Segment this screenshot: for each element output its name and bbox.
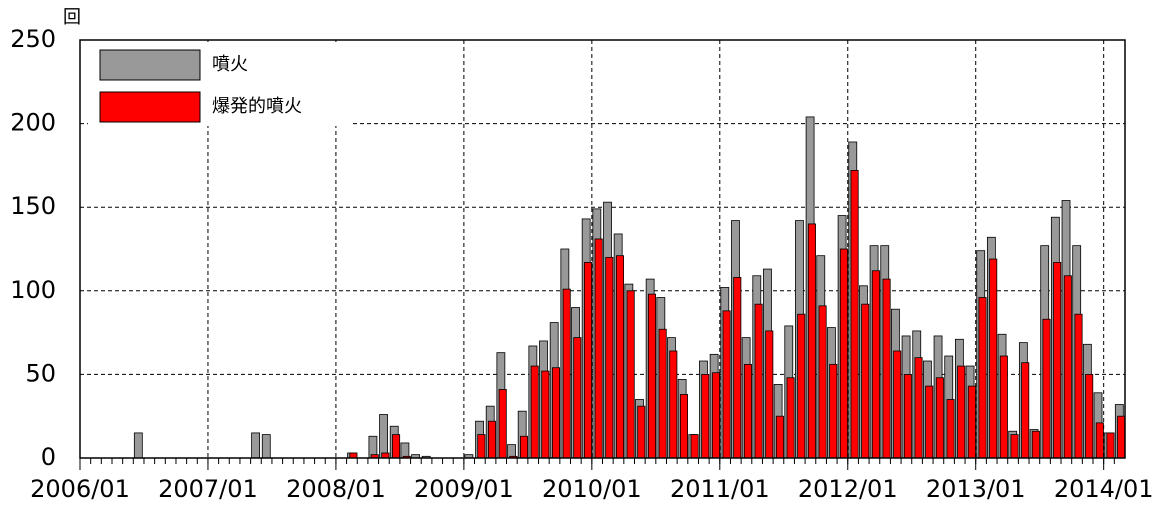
- x-tick-label: 2014/01: [1054, 475, 1154, 503]
- bar: [999, 355, 1008, 459]
- y-tick-label: 250: [10, 25, 56, 53]
- bar: [850, 170, 859, 459]
- bar: [786, 377, 795, 459]
- x-tick-label: 2009/01: [414, 475, 514, 503]
- x-tick-label: 2006/01: [30, 475, 130, 503]
- bar: [914, 357, 923, 459]
- bar: [562, 288, 571, 459]
- bar: [893, 350, 902, 459]
- bar: [1031, 430, 1040, 459]
- x-tick-label: 2012/01: [798, 475, 898, 503]
- bar: [400, 442, 410, 459]
- bar: [935, 377, 944, 459]
- plot-frame: [79, 39, 1126, 459]
- legend-label: 噴火: [212, 54, 248, 75]
- bar: [743, 363, 752, 459]
- bar: [1063, 275, 1072, 459]
- bar: [477, 434, 486, 459]
- bar: [488, 420, 497, 459]
- legend-swatch: [99, 91, 201, 123]
- bar: [1042, 318, 1051, 459]
- y-axis-label: 回: [63, 7, 81, 28]
- bar: [573, 337, 582, 459]
- bar: [647, 293, 657, 459]
- x-tick-label: 2007/01: [158, 475, 258, 503]
- bar: [379, 414, 388, 459]
- y-tick-label: 150: [10, 192, 56, 220]
- bar: [349, 452, 358, 459]
- bar: [541, 370, 550, 459]
- bar: [754, 303, 763, 459]
- bar: [615, 255, 625, 459]
- bar: [871, 270, 880, 459]
- bar: [903, 373, 912, 459]
- legend-label: 爆発的噴火: [212, 96, 302, 117]
- bar: [530, 365, 539, 459]
- bar: [605, 256, 614, 459]
- bar: [594, 238, 603, 459]
- bar: [1021, 362, 1030, 459]
- y-tick-label: 50: [25, 359, 56, 387]
- bar: [583, 261, 593, 459]
- y-tick-label: 100: [10, 276, 56, 304]
- legend-swatch: [99, 49, 201, 81]
- bar: [519, 435, 529, 459]
- bar: [626, 290, 635, 459]
- bar: [381, 452, 390, 459]
- bar: [925, 385, 934, 459]
- x-tick-label: 2008/01: [286, 475, 386, 503]
- bar: [679, 394, 688, 459]
- bar: [722, 310, 731, 459]
- bar: [392, 434, 401, 459]
- bar: [711, 372, 720, 459]
- bar: [733, 277, 742, 459]
- bar: [1074, 313, 1083, 459]
- bar: [861, 303, 870, 459]
- bar: [989, 258, 998, 459]
- bar: [1106, 432, 1115, 459]
- bar: [978, 297, 987, 459]
- bar: [133, 432, 143, 459]
- x-tick-label: 2011/01: [670, 475, 770, 503]
- bar: [658, 328, 667, 459]
- y-tick-label: 200: [10, 109, 56, 137]
- bar: [818, 305, 827, 459]
- bar: [1010, 434, 1019, 459]
- bar: [261, 434, 271, 459]
- bar: [967, 385, 976, 459]
- bar: [807, 223, 816, 459]
- bar: [1095, 422, 1104, 459]
- bar: [839, 248, 848, 459]
- bar: [882, 278, 891, 459]
- x-tick-label: 2010/01: [542, 475, 642, 503]
- bar: [829, 363, 838, 459]
- bar: [946, 399, 955, 459]
- bar: [551, 367, 561, 459]
- x-tick-label: 2013/01: [926, 475, 1026, 503]
- bar: [957, 365, 966, 459]
- bar: [797, 313, 806, 459]
- bar: [1117, 415, 1126, 459]
- bar: [669, 350, 678, 459]
- bar: [690, 434, 699, 459]
- bar: [1053, 261, 1062, 459]
- bar: [765, 330, 774, 459]
- bar: [775, 415, 784, 459]
- bar: [1085, 373, 1094, 459]
- bar: [251, 432, 261, 459]
- bar: [637, 405, 646, 459]
- bar: [498, 389, 507, 459]
- y-tick-label: 0: [41, 443, 56, 471]
- bar: [701, 373, 710, 459]
